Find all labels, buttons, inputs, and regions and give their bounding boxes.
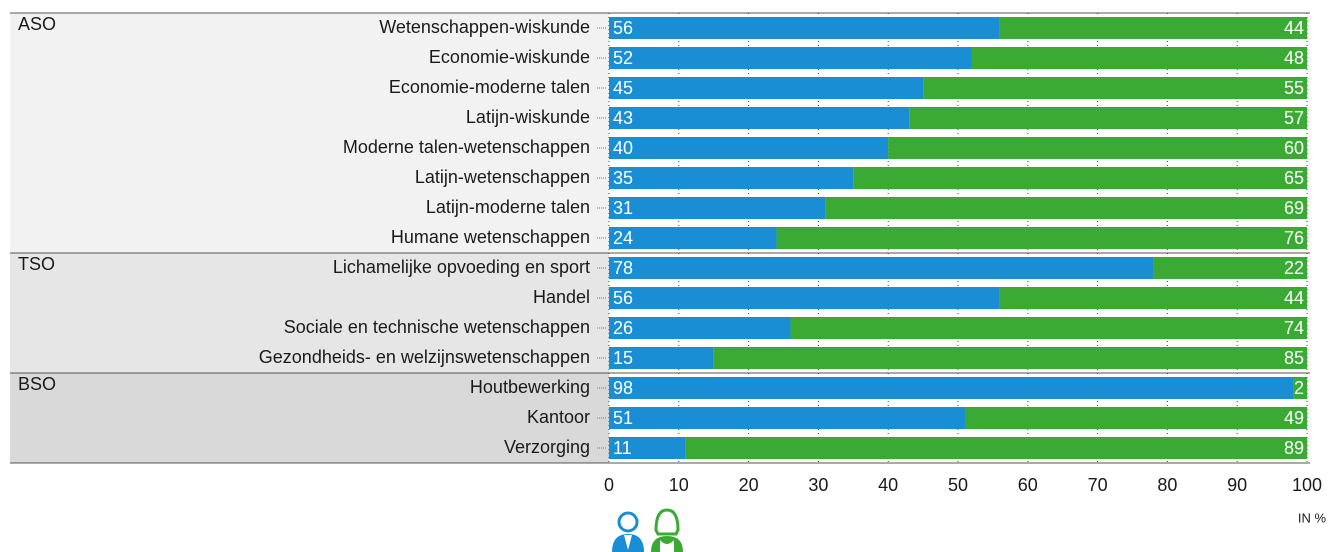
x-tick-label: 10	[669, 475, 689, 495]
bar-segment	[790, 317, 1307, 339]
category-label: Latijn-wiskunde	[466, 107, 590, 127]
bar-segment	[609, 197, 826, 219]
category-label: Moderne talen-wetenschappen	[343, 137, 590, 157]
value-label: 74	[1284, 318, 1304, 338]
value-label: 55	[1284, 78, 1304, 98]
group-label: TSO	[18, 254, 55, 274]
value-label: 44	[1284, 288, 1304, 308]
value-label: 31	[613, 198, 633, 218]
category-label: Houtbewerking	[470, 377, 590, 397]
category-label: Lichamelijke opvoeding en sport	[333, 257, 590, 277]
bar-segment	[1293, 377, 1307, 399]
group-label: ASO	[18, 14, 56, 34]
bar-segment	[609, 137, 889, 159]
value-label: 44	[1284, 18, 1304, 38]
bar-segment	[609, 167, 854, 189]
category-label: Verzorging	[504, 437, 590, 457]
bar-segment	[964, 407, 1307, 429]
icons	[612, 508, 683, 552]
x-tick-label: 90	[1227, 475, 1247, 495]
bar-segment	[609, 287, 1000, 309]
bar-segment	[609, 407, 965, 429]
category-label: Economie-wiskunde	[429, 47, 590, 67]
x-tick-label: 0	[604, 475, 614, 495]
value-label: 24	[613, 228, 633, 248]
bar-segment	[609, 257, 1154, 279]
value-label: 15	[613, 348, 633, 368]
bar-segment	[609, 377, 1294, 399]
x-tick-label: 70	[1088, 475, 1108, 495]
value-label: 57	[1284, 108, 1304, 128]
value-label: 85	[1284, 348, 1304, 368]
x-tick-label: 60	[1018, 475, 1038, 495]
bar-segment	[971, 47, 1307, 69]
group-background	[10, 373, 609, 463]
bar-segment	[609, 77, 924, 99]
x-tick-label: 50	[948, 475, 968, 495]
value-label: 49	[1284, 408, 1304, 428]
value-label: 98	[613, 378, 633, 398]
group-background	[10, 13, 609, 253]
bar-segment	[609, 317, 791, 339]
category-label: Gezondheids- en welzijnswetenschappen	[259, 347, 590, 367]
value-label: 89	[1284, 438, 1304, 458]
category-label: Wetenschappen-wiskunde	[379, 17, 590, 37]
bar-segment	[776, 227, 1307, 249]
bar-segment	[825, 197, 1307, 219]
bar-segment	[609, 347, 714, 369]
x-tick-label: 40	[878, 475, 898, 495]
value-label: 69	[1284, 198, 1304, 218]
bar-segment	[609, 47, 972, 69]
x-tick-label: 30	[808, 475, 828, 495]
bar-segment	[1153, 257, 1307, 279]
bar-segment	[609, 17, 1000, 39]
bar-segment	[909, 107, 1307, 129]
value-label: 2	[1294, 378, 1304, 398]
x-tick-label: 100	[1292, 475, 1322, 495]
bar-segment	[923, 77, 1307, 99]
value-label: 26	[613, 318, 633, 338]
bar-segment	[609, 437, 686, 459]
category-label: Latijn-moderne talen	[426, 197, 590, 217]
category-label: Economie-moderne talen	[389, 77, 590, 97]
category-label: Kantoor	[527, 407, 590, 427]
value-label: 78	[613, 258, 633, 278]
value-label: 45	[613, 78, 633, 98]
value-label: 56	[613, 18, 633, 38]
category-label: Sociale en technische wetenschappen	[284, 317, 590, 337]
x-axis-label: IN %	[1298, 510, 1327, 525]
value-label: 11	[613, 438, 632, 458]
x-tick-label: 80	[1157, 475, 1177, 495]
bar-segment	[609, 227, 777, 249]
bar-segment	[853, 167, 1307, 189]
bar-segment	[685, 437, 1307, 459]
value-label: 60	[1284, 138, 1304, 158]
value-label: 56	[613, 288, 633, 308]
bar-segment	[888, 137, 1307, 159]
group-background	[10, 253, 609, 373]
category-label: Latijn-wetenschappen	[415, 167, 590, 187]
category-label: Handel	[533, 287, 590, 307]
value-label: 48	[1284, 48, 1304, 68]
value-label: 52	[613, 48, 633, 68]
value-label: 40	[613, 138, 633, 158]
bar-segment	[999, 287, 1307, 309]
value-label: 22	[1284, 258, 1304, 278]
category-label: Humane wetenschappen	[391, 227, 590, 247]
value-label: 76	[1284, 228, 1304, 248]
value-label: 43	[613, 108, 633, 128]
value-label: 65	[1284, 168, 1304, 188]
bar-segment	[713, 347, 1307, 369]
value-label: 35	[613, 168, 633, 188]
bar-segment	[999, 17, 1307, 39]
group-label: BSO	[18, 374, 56, 394]
value-label: 51	[613, 408, 633, 428]
x-tick-label: 20	[739, 475, 759, 495]
bar-segment	[609, 107, 910, 129]
